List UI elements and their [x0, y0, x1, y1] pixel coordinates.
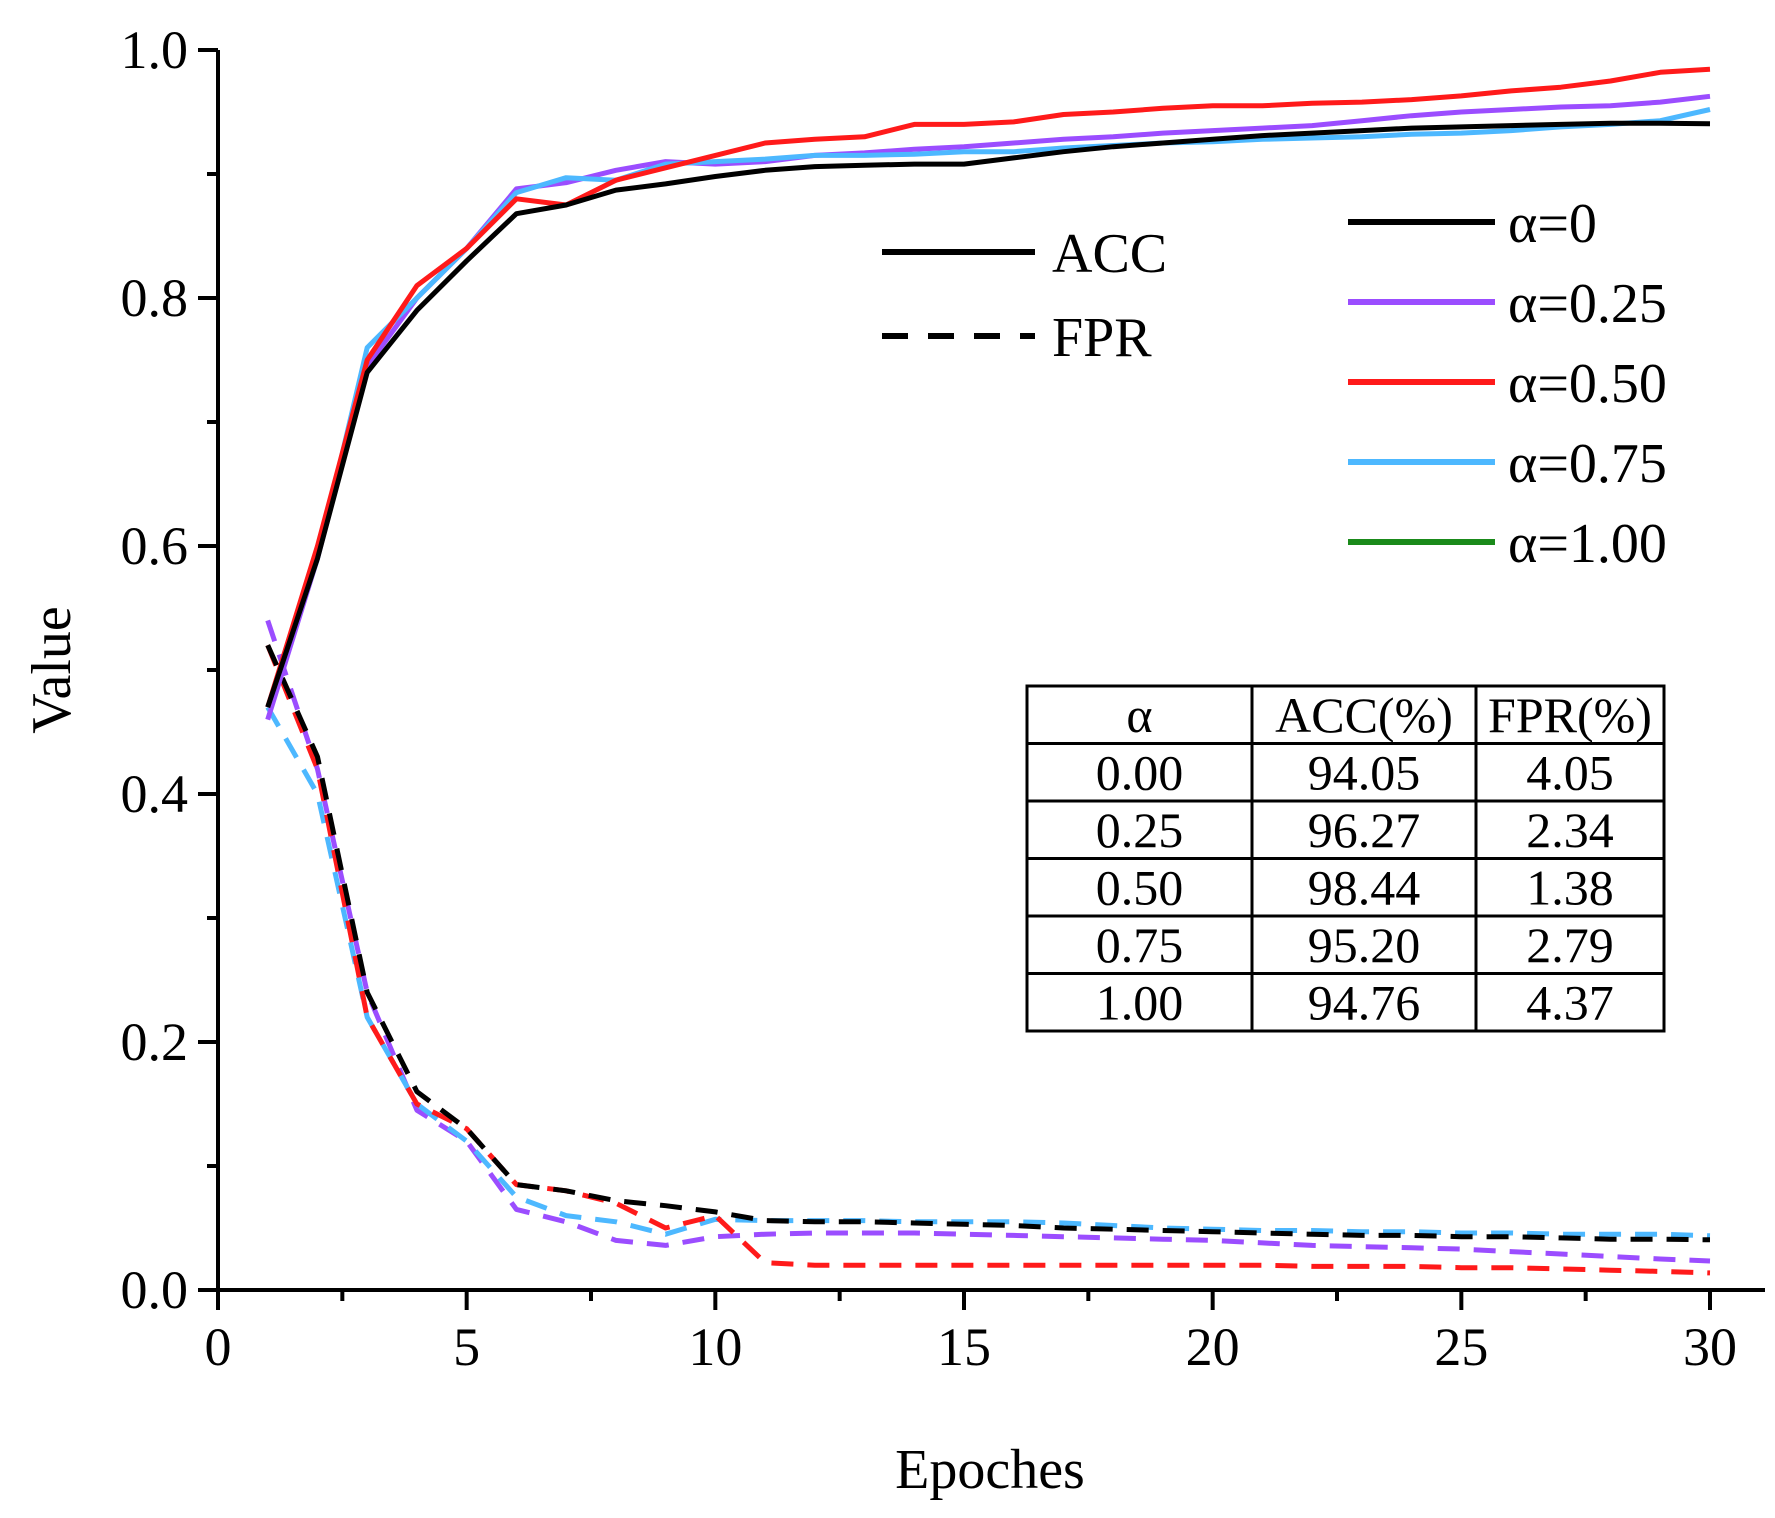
plot-area — [265, 66, 1711, 1276]
table-cell: 1.00 — [1096, 974, 1184, 1030]
y-tick-label: 0.6 — [121, 516, 189, 576]
style-legend: ACC FPR — [882, 223, 1167, 369]
y-tick-label: 0.8 — [121, 268, 189, 328]
y-axis-title: Value — [21, 606, 83, 734]
series-line-fpr-0 — [265, 644, 1711, 1243]
series-line-acc-0 — [265, 120, 1711, 708]
table-cell: 95.20 — [1308, 917, 1421, 973]
series-line-acc-1 — [265, 93, 1711, 721]
series-line-fpr-3 — [265, 705, 1711, 1239]
table-cell: 0.00 — [1096, 744, 1184, 800]
table-cell: 96.27 — [1308, 802, 1421, 858]
x-tick-label: 0 — [205, 1317, 232, 1377]
table-header-cell: FPR(%) — [1488, 687, 1652, 743]
series-line-fpr-2 — [265, 644, 1711, 1276]
series-line-acc-2 — [265, 66, 1711, 708]
y-tick-label: 1.0 — [121, 20, 189, 80]
table-cell: 4.37 — [1526, 974, 1614, 1030]
table-cell: 0.25 — [1096, 802, 1184, 858]
x-tick-label: 10 — [688, 1317, 742, 1377]
table-cell: 2.34 — [1526, 802, 1614, 858]
y-tick-label: 0.0 — [121, 1260, 189, 1320]
series-line-fpr-1 — [265, 619, 1711, 1264]
table-cell: 1.38 — [1526, 859, 1614, 915]
legend-label-3: α=0.75 — [1508, 433, 1667, 495]
x-axis-title: Epoches — [895, 1439, 1085, 1501]
legend-acc-label: ACC — [1052, 223, 1167, 285]
y-ticks: 0.0 0.2 0.4 0.6 0.8 1.0 — [121, 20, 218, 1320]
table-cell: 4.05 — [1526, 744, 1614, 800]
y-tick-label: 0.2 — [121, 1012, 189, 1072]
table-cell: 0.50 — [1096, 859, 1184, 915]
table-cell: 94.05 — [1308, 744, 1421, 800]
table-cell: 98.44 — [1308, 859, 1421, 915]
x-ticks: 0 5 10 15 20 25 30 — [205, 1290, 1737, 1377]
y-tick-label: 0.4 — [121, 764, 189, 824]
legend-label-2: α=0.50 — [1508, 353, 1667, 415]
x-tick-label: 5 — [453, 1317, 480, 1377]
x-tick-label: 30 — [1683, 1317, 1737, 1377]
legend-label-4: α=1.00 — [1508, 513, 1667, 575]
x-tick-label: 20 — [1186, 1317, 1240, 1377]
legend-label-1: α=0.25 — [1508, 273, 1667, 335]
results-table: α ACC(%) FPR(%) 0.00 94.05 4.05 0.25 96.27 2.34 0… — [1025, 684, 1666, 1033]
series-legend: α=0 α=0.25 α=0.50 α=0.75 α=1.00 — [1348, 193, 1667, 575]
legend-label-0: α=0 — [1508, 193, 1597, 255]
table-header-cell: ACC(%) — [1275, 687, 1453, 743]
table-cell: 2.79 — [1526, 917, 1614, 973]
x-tick-label: 15 — [937, 1317, 991, 1377]
table-header-cell: α — [1126, 687, 1152, 743]
legend-fpr-label: FPR — [1052, 307, 1152, 369]
series-line-acc-3 — [265, 107, 1711, 708]
table-cell: 94.76 — [1308, 974, 1421, 1030]
table-cell: 0.75 — [1096, 917, 1184, 973]
x-tick-label: 25 — [1434, 1317, 1488, 1377]
